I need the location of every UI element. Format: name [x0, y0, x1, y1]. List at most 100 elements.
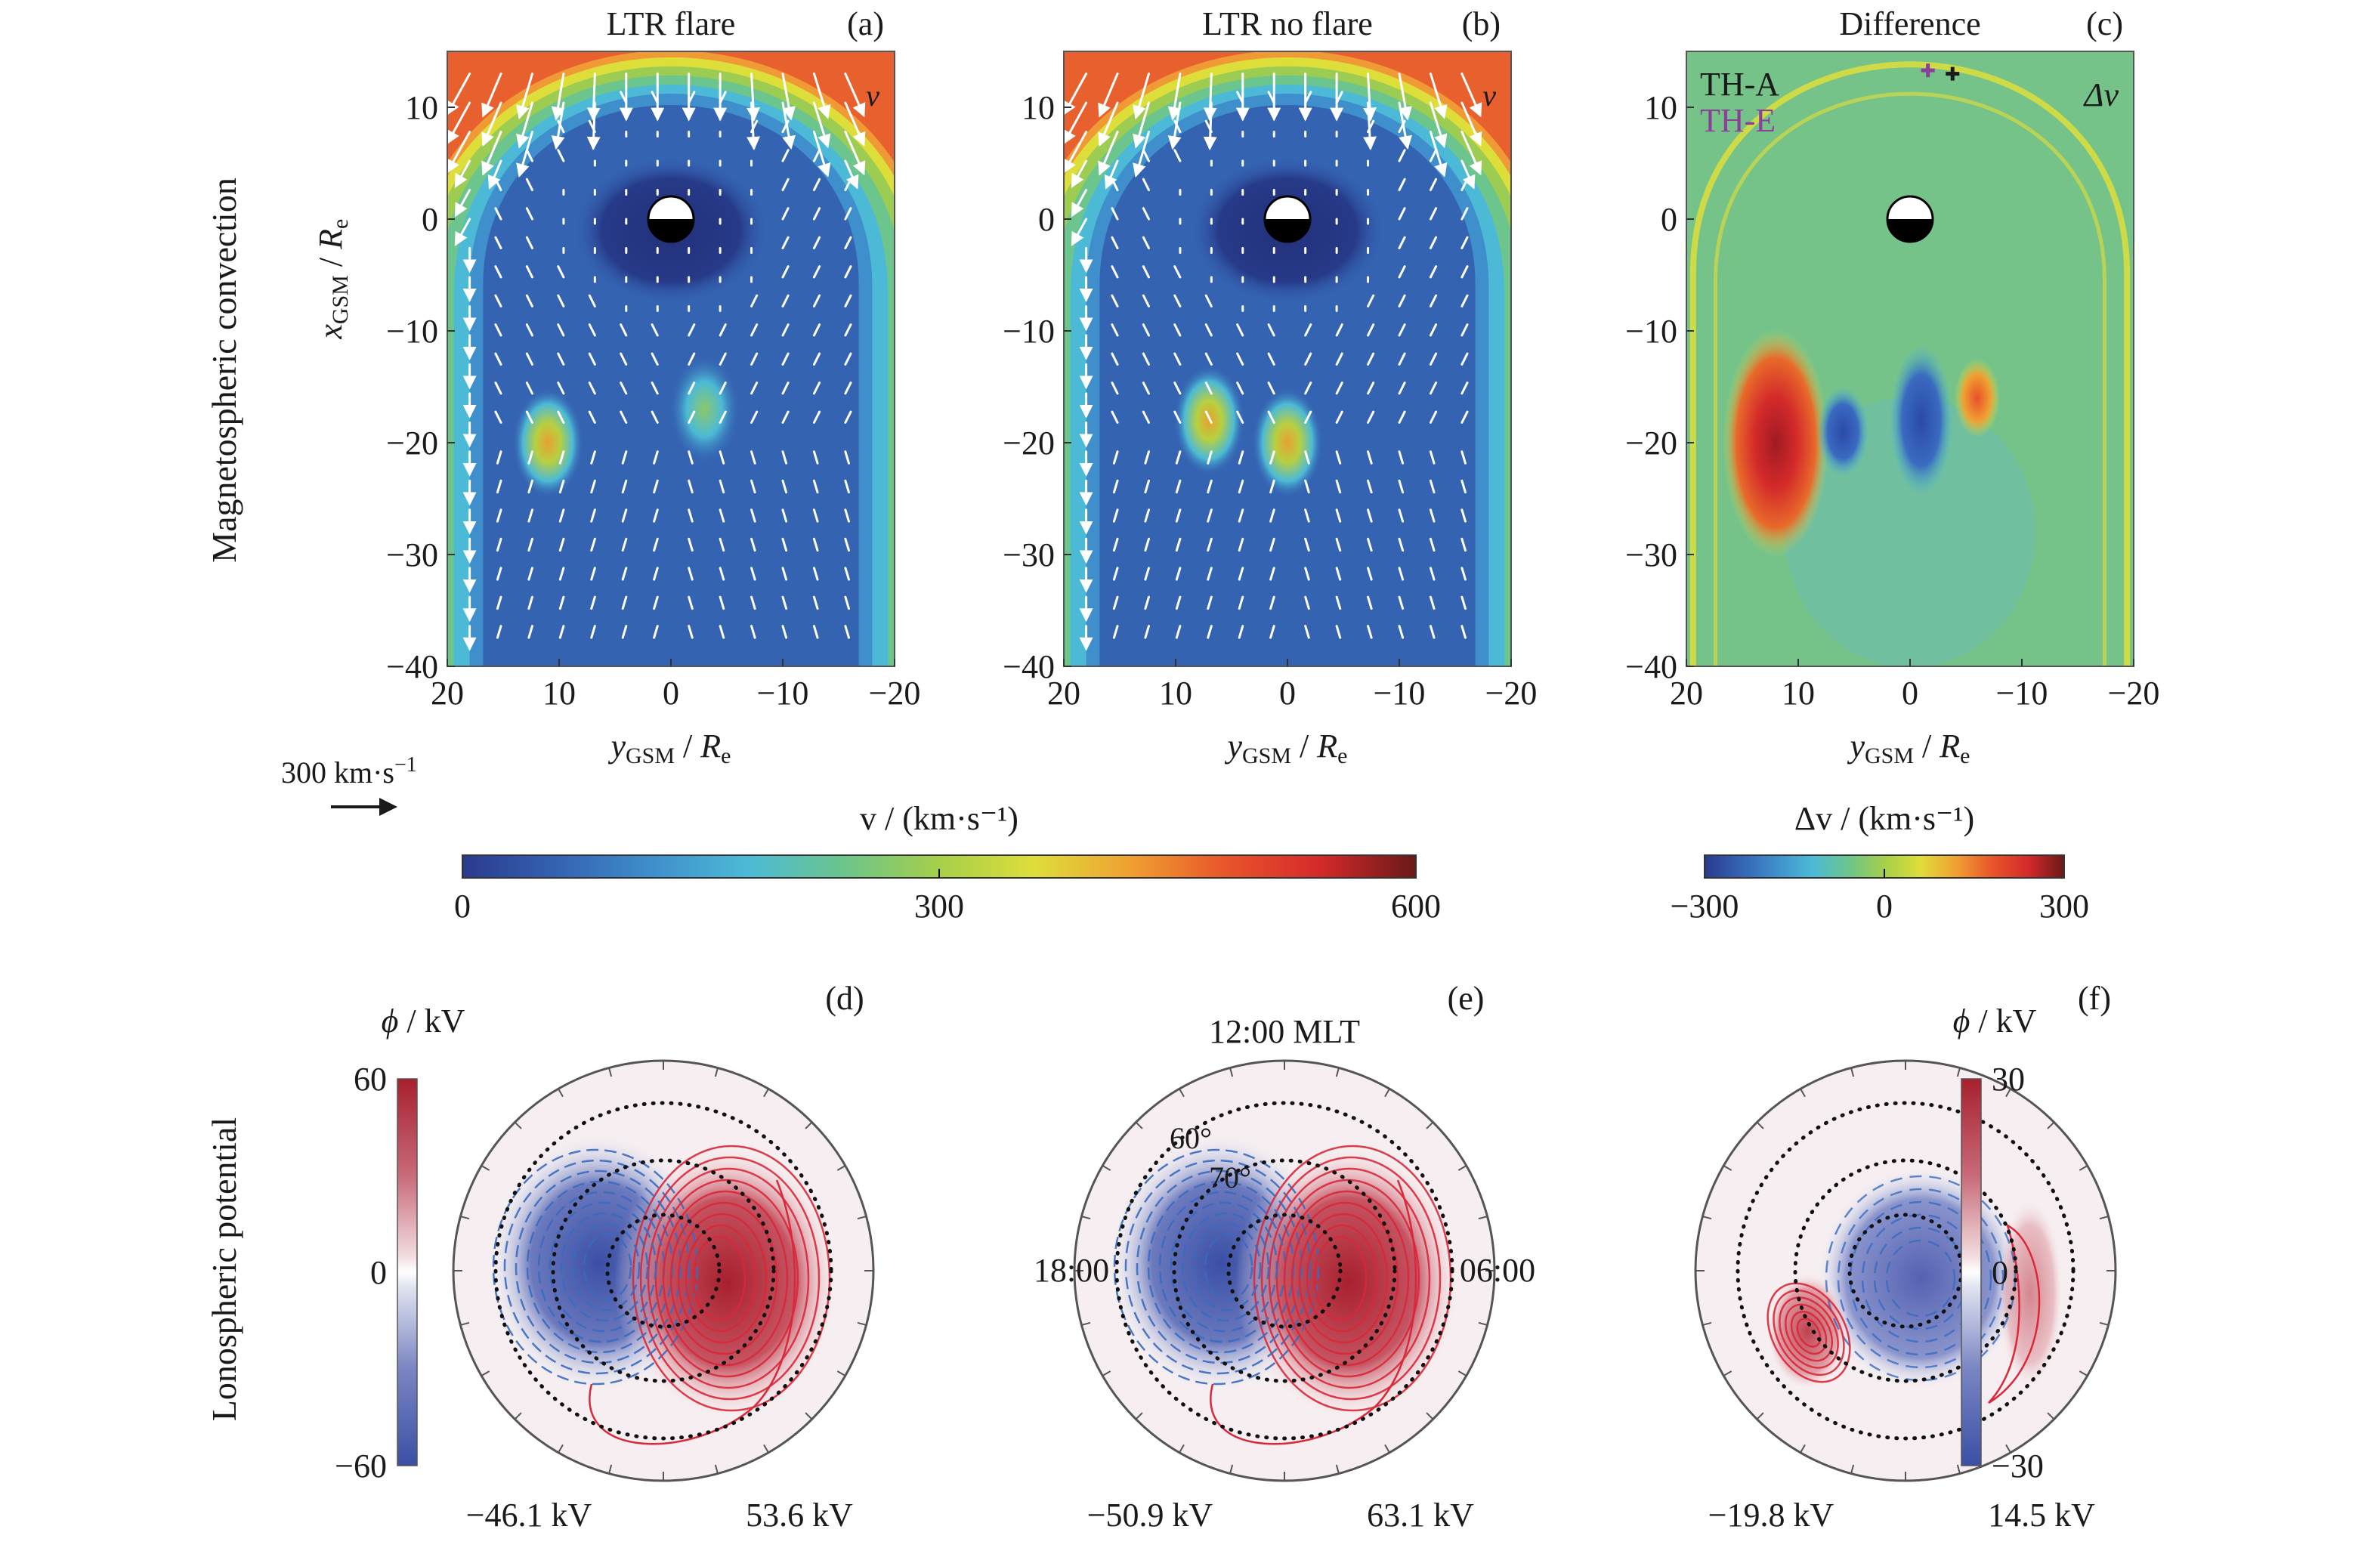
velocity-arrow	[557, 323, 565, 337]
y-tick-label: −10	[1003, 313, 1055, 350]
velocity-arrow	[1204, 382, 1213, 395]
x-tick-label: 20	[1670, 675, 1703, 712]
velocity-arrow	[781, 178, 790, 192]
y-tick-label: −20	[1625, 425, 1677, 462]
velocity-arrow	[844, 508, 850, 523]
mlt-tick	[1102, 1370, 1111, 1376]
panel-c: TH-ATH-E Δv Difference (c) 20 10 0 −10 −20 10 0 −10…	[1625, 5, 2159, 768]
velocity-arrow	[1207, 567, 1213, 581]
velocity-arrow	[1429, 101, 1448, 149]
velocity-arrow	[557, 265, 565, 279]
velocity-arrow	[588, 323, 596, 337]
velocity-arrow	[1460, 382, 1469, 395]
colorbar-tick-label: 600	[1391, 888, 1441, 925]
mlt-tick	[1956, 1067, 1961, 1077]
velocity-arrow	[516, 131, 533, 178]
negative-contour	[1181, 1212, 1270, 1322]
velocity-arrow	[812, 323, 821, 337]
velocity-arrow	[1460, 131, 1482, 176]
mlt-tick	[805, 1121, 813, 1129]
y-tick-label: 0	[1038, 201, 1055, 238]
negative-contour	[1885, 1239, 1956, 1318]
mlt-tick	[514, 1412, 522, 1420]
velocity-arrow	[525, 207, 533, 221]
velocity-arrow	[719, 595, 725, 610]
velocity-arrow	[1367, 625, 1373, 639]
velocity-arrow	[1173, 294, 1182, 307]
velocity-arrow	[1142, 294, 1150, 307]
velocity-arrow	[1335, 625, 1342, 639]
velocity-arrow	[1112, 450, 1119, 465]
velocity-arrow	[1460, 73, 1482, 118]
positive-contour	[1298, 1213, 1389, 1344]
velocity-arrow	[590, 625, 596, 639]
velocity-arrow	[1429, 131, 1448, 178]
velocity-arrow	[1460, 450, 1467, 465]
velocity-arrow	[1064, 131, 1088, 174]
velocity-arrow	[653, 479, 659, 494]
velocity-arrow	[781, 595, 788, 610]
velocity-arrow	[1098, 73, 1119, 118]
positive-contour	[662, 1190, 789, 1367]
negative-contour	[492, 1148, 699, 1386]
velocity-arrow	[688, 567, 694, 581]
velocity-arrow	[844, 236, 852, 249]
velocity-arrow	[812, 294, 821, 307]
quantity-label: v	[1482, 79, 1496, 113]
earth-nightside	[1265, 219, 1310, 242]
velocity-arrow	[719, 508, 725, 523]
mlt-tick	[857, 1216, 867, 1220]
velocity-arrow	[1112, 567, 1119, 581]
x-axis-label: yGSM / Re	[1847, 728, 1970, 768]
velocity-arrow	[653, 567, 659, 581]
velocity-arrow	[1398, 567, 1405, 581]
mlt-tick	[1702, 1321, 1712, 1326]
velocity-arrow	[1173, 323, 1182, 337]
positive-contour	[1260, 1156, 1442, 1401]
velocity-arrow	[812, 625, 819, 639]
velocity-arrow	[750, 479, 756, 494]
velocity-arrow	[1175, 450, 1182, 465]
velocity-arrow	[1398, 119, 1406, 134]
velocity-arrow	[557, 119, 565, 134]
boundary-arc	[1689, 61, 2131, 666]
enhanced-flow-region	[512, 387, 584, 499]
velocity-arrow	[781, 450, 788, 465]
velocity-arrow	[1144, 479, 1150, 494]
velocity-arrow	[1429, 73, 1448, 119]
velocity-arrow	[1071, 218, 1088, 246]
latitude-ring-80	[605, 1213, 722, 1329]
positive-difference-region	[1954, 358, 2000, 437]
velocity-arrow	[750, 382, 759, 395]
panel-letter: (d)	[825, 980, 864, 1017]
mlt-tick	[2079, 1370, 2088, 1376]
velocity-arrow	[844, 537, 850, 552]
velocity-arrow	[1367, 352, 1375, 366]
velocity-arrow	[1133, 101, 1150, 149]
velocity-arrow	[525, 265, 533, 279]
velocity-arrow	[1207, 450, 1213, 465]
negative-contour	[1192, 1222, 1262, 1312]
velocity-arrow	[688, 450, 694, 465]
mlt-tick	[763, 1444, 769, 1454]
positive-contour	[1290, 1201, 1399, 1355]
velocity-arrow	[1175, 625, 1182, 639]
mlt-tick	[481, 1165, 490, 1171]
quantity-label: Δv	[2083, 76, 2119, 113]
velocity-arrow	[1111, 265, 1119, 279]
velocity-arrow	[1367, 119, 1375, 134]
velocity-arrow	[781, 323, 790, 337]
velocity-arrow	[1207, 625, 1213, 639]
velocity-arrow	[621, 625, 628, 639]
mlt-tick	[1478, 1321, 1488, 1326]
velocity-arrow	[1429, 382, 1438, 395]
velocity-arrow	[844, 178, 852, 192]
mlt-tick	[1384, 1088, 1390, 1098]
positive-contour	[677, 1213, 768, 1344]
velocity-arrow	[1142, 265, 1150, 279]
negative-contour	[1170, 1201, 1278, 1333]
y-tick-label: 0	[422, 201, 438, 238]
velocity-arrow	[454, 189, 471, 218]
velocity-arrow	[1460, 294, 1469, 307]
mlt-tick	[1800, 1088, 1806, 1098]
